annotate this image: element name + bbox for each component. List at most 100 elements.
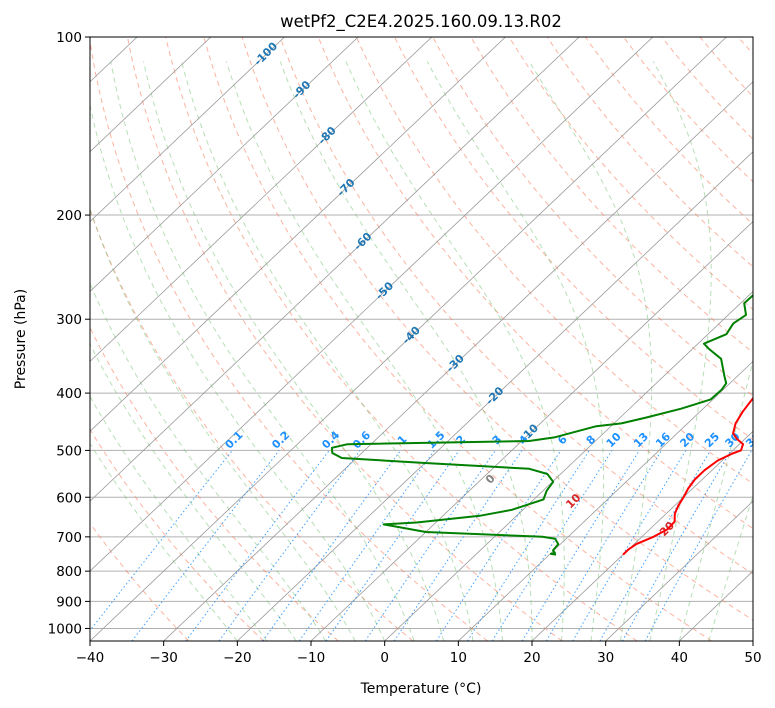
theta-label: 10 — [563, 491, 583, 511]
mixing-ratio-label: 13 — [631, 430, 651, 450]
moist-adiabat-line — [279, 61, 533, 641]
dry-adiabat-line — [623, 37, 753, 183]
mixing-ratio-line — [435, 450, 562, 641]
y-tick-label: 200 — [56, 208, 82, 224]
mixing-ratio-line — [572, 450, 687, 641]
mixing-ratio-line — [131, 450, 280, 641]
dry-adiabat-line — [317, 37, 753, 530]
moist-adiabat-line — [90, 442, 238, 641]
moist-adiabat-line — [90, 282, 327, 641]
mixing-ratio-label: 1.5 — [425, 429, 448, 452]
moist-adiabat-line — [426, 61, 605, 641]
mixing-ratio-line — [644, 450, 753, 641]
isotherm-line — [90, 37, 580, 502]
temperature-profile-line — [622, 396, 753, 556]
isotherm-line — [531, 430, 753, 641]
y-tick-label: 100 — [56, 30, 82, 46]
dry-adiabat-line — [90, 38, 488, 641]
moist-adiabat-line — [110, 61, 415, 641]
dry-adiabat-line — [394, 37, 753, 441]
dewpoint-profile-line — [330, 293, 753, 556]
x-tick-label: 50 — [744, 650, 761, 666]
dry-adiabat-line — [90, 428, 264, 641]
mixing-ratio-line — [90, 450, 233, 632]
sounding-profiles — [330, 293, 753, 556]
plot-frame — [89, 36, 754, 642]
mixing-ratio-label: 10 — [604, 430, 624, 450]
pressure-gridlines — [90, 37, 753, 629]
mixing-ratio-line — [491, 450, 613, 641]
isotherm-line — [384, 290, 753, 641]
isotherm-line — [163, 81, 753, 641]
chart-title: wetPf2_C2E4.2025.160.09.13.R02 — [280, 12, 562, 32]
mixing-ratio-label: 2 — [454, 433, 469, 448]
isotherm-line — [605, 500, 753, 641]
isotherm-line — [90, 37, 359, 293]
dry-adiabat-line — [165, 37, 638, 641]
x-tick-label: −20 — [223, 650, 252, 666]
y-axis-title: Pressure (hPa) — [13, 289, 29, 389]
moist-adiabat-line — [678, 358, 753, 641]
x-tick-label: 30 — [597, 650, 614, 666]
isotherm-line — [90, 37, 433, 362]
mixing-ratio-lines — [90, 450, 753, 641]
dry-adiabats — [90, 37, 753, 641]
x-tick-label: −40 — [76, 650, 105, 666]
dry-adiabat-line — [737, 37, 753, 55]
isotherm-line — [90, 37, 727, 641]
dry-adiabat-line — [508, 37, 753, 311]
y-tick-label: 1000 — [48, 621, 82, 637]
moist-adiabat-line — [143, 61, 445, 641]
mixing-ratio-label: 0.1 — [223, 429, 246, 452]
mixing-ratio-label: 3 — [490, 433, 505, 448]
skewed-isotherms — [90, 37, 753, 641]
dry-adiabat-line — [203, 37, 712, 641]
dry-adiabat-line — [355, 37, 753, 485]
mixing-ratio-label: 0.2 — [269, 429, 292, 452]
plot-area: -100-90-80-70-60-50-40-30-20-100.1 0.2 0.4… — [90, 37, 763, 641]
dry-adiabat-line — [241, 37, 753, 621]
dry-adiabat-line — [432, 37, 753, 397]
mixing-ratio-label: 20 — [677, 430, 697, 450]
y-tick-label: 800 — [56, 564, 82, 580]
dry-adiabat-line — [546, 37, 753, 268]
mixing-ratio-line — [325, 450, 460, 641]
dry-adiabat-line — [127, 37, 563, 641]
mixing-ratio-line — [218, 450, 361, 641]
mixing-ratio-line — [621, 450, 732, 641]
x-tick-label: −30 — [149, 650, 178, 666]
moist-adiabat-line — [345, 61, 565, 641]
mixing-ratio-label: 36 — [743, 430, 763, 450]
isotherm-line — [90, 37, 506, 432]
isotherm-line — [458, 360, 753, 641]
moist-adiabat-line — [90, 102, 386, 641]
x-axis-title: Temperature (°C) — [360, 681, 482, 697]
y-axis-ticks: 100 200 300 400 500 600 700 800 900 1000 — [48, 30, 90, 637]
mixing-ratio-line — [599, 450, 711, 641]
moist-adiabat-line — [90, 207, 356, 641]
mixing-ratio-label: 16 — [653, 430, 673, 450]
moist-adiabat-line — [90, 395, 268, 641]
mixing-ratio-line — [467, 450, 590, 641]
moist-adiabat-line — [90, 342, 297, 641]
mixing-ratio-label: 8 — [584, 433, 599, 448]
y-tick-label: 700 — [56, 530, 82, 546]
dry-adiabat-line — [90, 326, 339, 641]
dry-adiabat-line — [470, 37, 753, 354]
x-tick-label: 20 — [523, 650, 540, 666]
dry-adiabat-line — [279, 37, 753, 575]
mixing-ratio-line — [262, 450, 402, 641]
isotherm-line — [237, 151, 753, 641]
moist-adiabat-line — [225, 61, 503, 641]
isotherm-label: -100 — [251, 39, 280, 68]
y-tick-label: 900 — [56, 594, 82, 610]
mixing-ratio-line — [521, 450, 640, 641]
y-tick-label: 400 — [56, 386, 82, 402]
x-tick-label: −10 — [297, 650, 326, 666]
dry-adiabat-line — [661, 37, 753, 140]
isotherm-line — [310, 221, 753, 641]
mixing-ratio-line — [364, 450, 496, 641]
x-tick-label: 0 — [380, 650, 389, 666]
mixing-ratio-line — [545, 450, 662, 641]
